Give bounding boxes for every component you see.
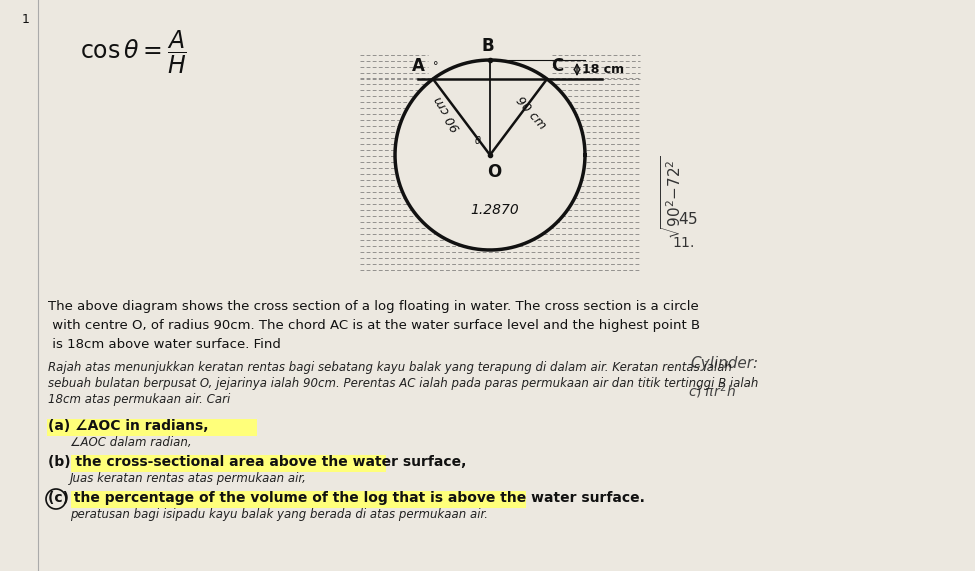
- Text: $\cos\theta = \dfrac{A}{H}$: $\cos\theta = \dfrac{A}{H}$: [80, 29, 187, 77]
- FancyBboxPatch shape: [71, 491, 526, 508]
- Text: is 18cm above water surface. Find: is 18cm above water surface. Find: [48, 338, 281, 351]
- Text: $\sqrt{90^2{-}72^2}$: $\sqrt{90^2{-}72^2}$: [660, 156, 683, 239]
- Text: Juas keratan rentas atas permukaan air,: Juas keratan rentas atas permukaan air,: [70, 472, 307, 485]
- Text: sebuah bulatan berpusat O, jejarinya ialah 90cm. Perentas AC ialah pada paras pe: sebuah bulatan berpusat O, jejarinya ial…: [48, 377, 759, 390]
- Text: °: °: [433, 61, 439, 71]
- Text: B: B: [482, 37, 494, 55]
- Text: (a) ∠AOC in radians,: (a) ∠AOC in radians,: [48, 419, 209, 433]
- Text: ∠AOC dalam radian,: ∠AOC dalam radian,: [70, 436, 192, 449]
- Text: C: C: [551, 57, 564, 75]
- Text: A: A: [412, 57, 425, 75]
- Text: 90 cm: 90 cm: [432, 93, 463, 133]
- Text: $11.$: $11.$: [672, 236, 694, 250]
- Text: (c) the percentage of the volume of the log that is above the water surface.: (c) the percentage of the volume of the …: [48, 491, 644, 505]
- Polygon shape: [395, 60, 585, 250]
- Text: θ: θ: [475, 136, 481, 146]
- Text: The above diagram shows the cross section of a log floating in water. The cross : The above diagram shows the cross sectio…: [48, 300, 699, 313]
- Text: 18cm atas permukaan air. Cari: 18cm atas permukaan air. Cari: [48, 393, 230, 406]
- Text: 18 cm: 18 cm: [582, 63, 624, 76]
- FancyBboxPatch shape: [71, 455, 386, 472]
- Text: $c)\;\pi r^2 h$: $c)\;\pi r^2 h$: [688, 381, 736, 401]
- Text: O: O: [487, 163, 501, 181]
- Text: with centre O, of radius 90cm. The chord AC is at the water surface level and th: with centre O, of radius 90cm. The chord…: [48, 319, 700, 332]
- Text: Cylinder:: Cylinder:: [690, 356, 759, 371]
- Text: $45$: $45$: [678, 211, 698, 227]
- FancyBboxPatch shape: [47, 419, 257, 436]
- Text: 1: 1: [22, 13, 30, 26]
- Text: 1.2870: 1.2870: [471, 203, 520, 217]
- Text: Rajah atas menunjukkan keratan rentas bagi sebatang kayu balak yang terapung di : Rajah atas menunjukkan keratan rentas ba…: [48, 361, 732, 374]
- Text: peratusan bagi isipadu kayu balak yang berada di atas permukaan air.: peratusan bagi isipadu kayu balak yang b…: [70, 508, 488, 521]
- Text: 90 cm: 90 cm: [513, 94, 548, 132]
- Text: (b) the cross-sectional area above the water surface,: (b) the cross-sectional area above the w…: [48, 455, 466, 469]
